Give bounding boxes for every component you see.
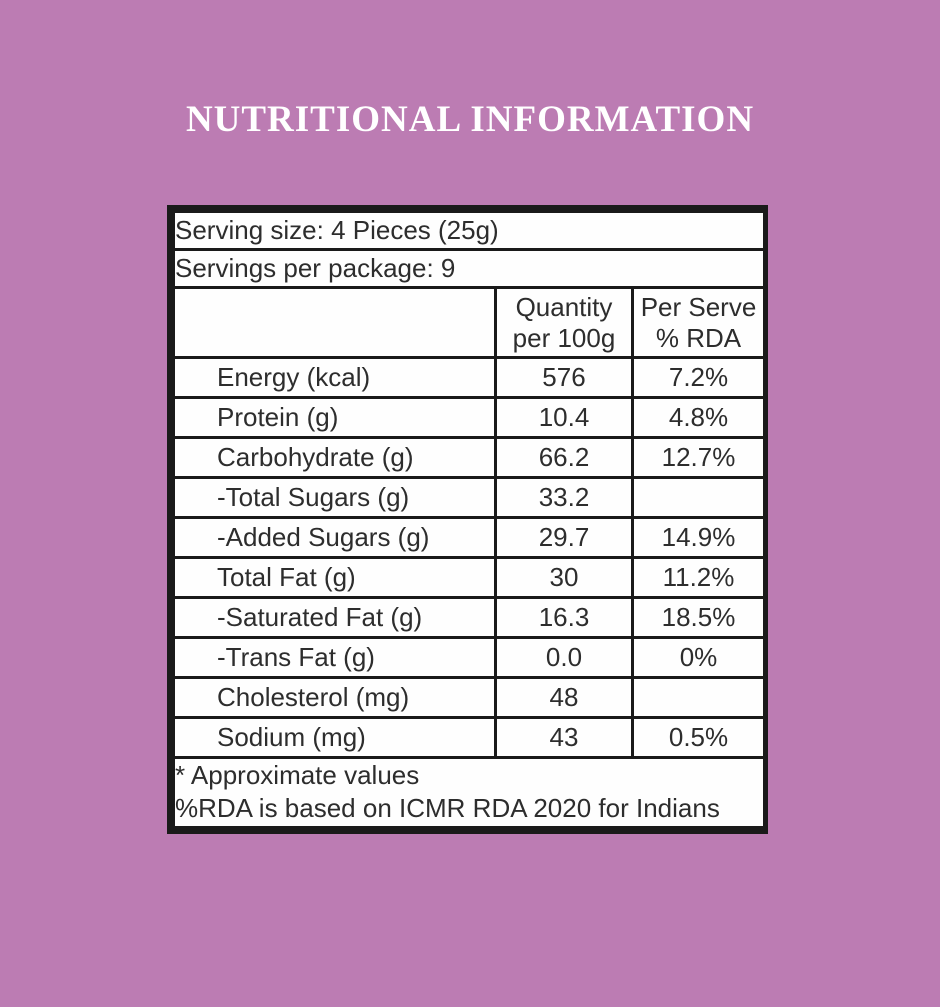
nutrient-rda: 0% <box>631 636 766 679</box>
footnotes-row: * Approximate values %RDA is based on IC… <box>172 756 766 829</box>
quantity-column-header: Quantity per 100g <box>494 286 634 359</box>
nutrition-facts-panel: Serving size: 4 Pieces (25g) Servings pe… <box>167 205 768 834</box>
nutrient-label: -Total Sugars (g) <box>172 476 497 519</box>
nutrient-label: -Added Sugars (g) <box>172 516 497 559</box>
nutrient-label: Cholesterol (mg) <box>172 676 497 719</box>
empty-header-cell <box>172 286 497 359</box>
nutrient-label: -Saturated Fat (g) <box>172 596 497 639</box>
nutrient-quantity: 43 <box>494 716 634 759</box>
nutrient-quantity: 10.4 <box>494 396 634 439</box>
per-serve-header-line2: % RDA <box>655 322 742 353</box>
nutrient-quantity: 48 <box>494 676 634 719</box>
servings-per-package-row: Servings per package: 9 <box>172 248 766 289</box>
table-row-sodium: Sodium (mg) 43 0.5% <box>172 716 766 759</box>
table-row-trans-fat: -Trans Fat (g) 0.0 0% <box>172 636 766 679</box>
nutrient-rda: 12.7% <box>631 436 766 479</box>
nutrient-quantity: 0.0 <box>494 636 634 679</box>
per-serve-header-line1: Per Serve <box>640 291 757 322</box>
table-row-protein: Protein (g) 10.4 4.8% <box>172 396 766 439</box>
nutrient-rda: 0.5% <box>631 716 766 759</box>
nutrient-label: Sodium (mg) <box>172 716 497 759</box>
nutrient-label: Carbohydrate (g) <box>172 436 497 479</box>
servings-per-package-text: Servings per package: 9 <box>172 248 766 289</box>
footnote-approximate-values: * Approximate values <box>175 760 420 790</box>
table-row-total-fat: Total Fat (g) 30 11.2% <box>172 556 766 599</box>
nutrient-quantity: 576 <box>494 356 634 399</box>
table-row-added-sugars: -Added Sugars (g) 29.7 14.9% <box>172 516 766 559</box>
quantity-header-line2: per 100g <box>512 322 616 353</box>
nutrient-rda <box>631 676 766 719</box>
table-row-total-sugars: -Total Sugars (g) 33.2 <box>172 476 766 519</box>
nutrient-rda: 14.9% <box>631 516 766 559</box>
per-serve-column-header: Per Serve % RDA <box>631 286 766 359</box>
nutrient-quantity: 16.3 <box>494 596 634 639</box>
nutrient-label: Total Fat (g) <box>172 556 497 599</box>
nutrient-quantity: 29.7 <box>494 516 634 559</box>
nutrient-label: -Trans Fat (g) <box>172 636 497 679</box>
table-row-saturated-fat: -Saturated Fat (g) 16.3 18.5% <box>172 596 766 639</box>
footnotes-cell: * Approximate values %RDA is based on IC… <box>172 756 766 829</box>
nutrient-rda: 11.2% <box>631 556 766 599</box>
serving-size-text: Serving size: 4 Pieces (25g) <box>172 210 766 251</box>
nutrient-quantity: 66.2 <box>494 436 634 479</box>
table-row-carbohydrate: Carbohydrate (g) 66.2 12.7% <box>172 436 766 479</box>
quantity-header-line1: Quantity <box>515 291 613 322</box>
nutrient-rda <box>631 476 766 519</box>
nutrient-rda: 4.8% <box>631 396 766 439</box>
column-header-row: Quantity per 100g Per Serve % RDA <box>172 286 766 359</box>
page-title: NUTRITIONAL INFORMATION <box>185 99 755 140</box>
nutrient-label: Energy (kcal) <box>172 356 497 399</box>
nutrient-quantity: 33.2 <box>494 476 634 519</box>
serving-size-row: Serving size: 4 Pieces (25g) <box>172 210 766 251</box>
table-row-energy: Energy (kcal) 576 7.2% <box>172 356 766 399</box>
nutrient-rda: 18.5% <box>631 596 766 639</box>
nutrition-table: Serving size: 4 Pieces (25g) Servings pe… <box>172 210 766 829</box>
nutrient-rda: 7.2% <box>631 356 766 399</box>
nutrient-quantity: 30 <box>494 556 634 599</box>
footnote-rda-basis: %RDA is based on ICMR RDA 2020 for India… <box>175 793 720 824</box>
nutrient-label: Protein (g) <box>172 396 497 439</box>
table-row-cholesterol: Cholesterol (mg) 48 <box>172 676 766 719</box>
